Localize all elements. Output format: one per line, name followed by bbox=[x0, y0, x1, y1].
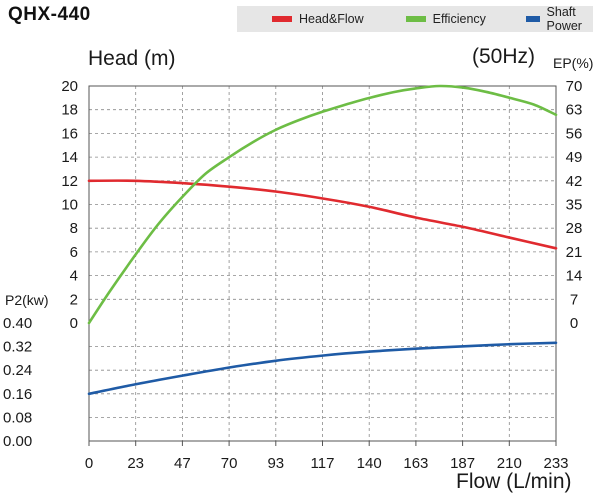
x-tick-label: 140 bbox=[357, 455, 382, 472]
legend-label-shaft-power: Shaft Power bbox=[546, 5, 582, 33]
efficiency-axis-label: EP(%) bbox=[553, 55, 594, 71]
efficiency-tick-label: 21 bbox=[566, 244, 583, 261]
efficiency-tick-label: 14 bbox=[566, 268, 583, 285]
legend-item-head-flow: Head&Flow bbox=[272, 12, 364, 26]
efficiency-tick-label: 70 bbox=[566, 78, 583, 95]
power-axis-label: P2(kw) bbox=[5, 292, 49, 308]
x-tick-label: 70 bbox=[221, 455, 238, 472]
power-tick-label: 0.08 bbox=[3, 409, 32, 426]
power-tick-label: 0.16 bbox=[3, 386, 32, 403]
power-tick-label: 0.00 bbox=[3, 433, 32, 450]
x-tick-label: 163 bbox=[403, 455, 428, 472]
power-tick-label: 0.24 bbox=[3, 362, 32, 379]
legend-swatch-efficiency bbox=[405, 16, 426, 22]
head-tick-label: 10 bbox=[61, 197, 78, 214]
x-tick-label: 23 bbox=[127, 455, 144, 472]
power-tick-label: 0.32 bbox=[3, 339, 32, 356]
head-tick-label: 18 bbox=[61, 102, 78, 119]
legend-label-head-flow: Head&Flow bbox=[299, 12, 364, 26]
legend: Head&Flow Efficiency Shaft Power bbox=[237, 5, 593, 33]
efficiency-tick-label: 42 bbox=[566, 173, 583, 190]
efficiency-tick-label: 28 bbox=[566, 220, 583, 237]
x-tick-label: 233 bbox=[543, 455, 568, 472]
legend-swatch-shaft-power bbox=[525, 16, 540, 22]
head-tick-label: 16 bbox=[61, 125, 78, 142]
x-tick-label: 47 bbox=[174, 455, 191, 472]
efficiency-tick-label: 49 bbox=[566, 149, 583, 166]
head-tick-label: 6 bbox=[70, 244, 78, 261]
head-flow-curve bbox=[87, 179, 558, 250]
head-tick-label: 2 bbox=[70, 291, 78, 308]
frequency-label: (50Hz) bbox=[472, 45, 536, 68]
legend-swatch-head-flow bbox=[272, 16, 292, 22]
head-tick-label: 8 bbox=[70, 220, 78, 237]
head-tick-label: 0 bbox=[70, 315, 78, 332]
shaft-power-curve bbox=[87, 341, 558, 396]
x-tick-label: 93 bbox=[267, 455, 284, 472]
efficiency-tick-label: 35 bbox=[566, 197, 583, 214]
x-tick-label: 0 bbox=[85, 455, 93, 472]
x-tick-label: 117 bbox=[311, 455, 335, 472]
legend-item-efficiency: Efficiency bbox=[405, 12, 486, 26]
efficiency-tick-label: 7 bbox=[570, 291, 578, 308]
legend-label-efficiency: Efficiency bbox=[432, 12, 486, 26]
power-tick-label: 0.40 bbox=[3, 315, 32, 332]
head-tick-label: 20 bbox=[61, 78, 78, 95]
x-tick-label: 210 bbox=[497, 455, 522, 472]
legend-item-shaft-power: Shaft Power bbox=[525, 5, 593, 33]
head-axis-label: Head (m) bbox=[88, 47, 176, 70]
x-axis-label: Flow (L/min) bbox=[456, 470, 572, 493]
efficiency-tick-label: 56 bbox=[566, 125, 583, 142]
efficiency-tick-label: 0 bbox=[570, 315, 578, 332]
efficiency-curve bbox=[87, 84, 558, 325]
efficiency-tick-label: 63 bbox=[566, 102, 583, 119]
head-tick-label: 14 bbox=[61, 149, 78, 166]
head-tick-label: 12 bbox=[61, 173, 78, 190]
head-tick-label: 4 bbox=[70, 268, 78, 285]
chart-title: QHX-440 bbox=[8, 4, 91, 25]
x-tick-label: 187 bbox=[450, 455, 475, 472]
